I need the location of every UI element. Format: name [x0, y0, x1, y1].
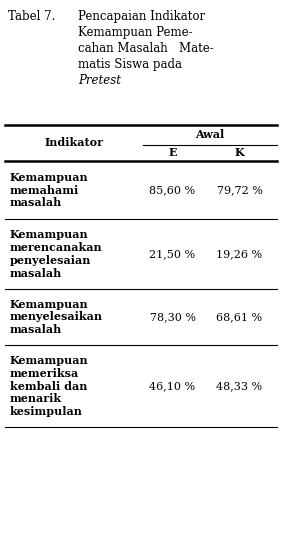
- Text: 46,10 %: 46,10 %: [149, 381, 195, 391]
- Text: K: K: [235, 148, 244, 159]
- Text: Kemampuan
menyelesaikan
masalah: Kemampuan menyelesaikan masalah: [10, 299, 103, 335]
- Text: Kemampuan Peme-: Kemampuan Peme-: [78, 26, 193, 39]
- Text: 48,33 %: 48,33 %: [217, 381, 263, 391]
- Text: Kemampuan
memahami
masalah: Kemampuan memahami masalah: [10, 172, 89, 208]
- Text: cahan Masalah   Mate-: cahan Masalah Mate-: [78, 42, 214, 55]
- Text: Kemampuan
memeriksa
kembali dan
menarik
kesimpulan: Kemampuan memeriksa kembali dan menarik …: [10, 355, 89, 417]
- Text: Pretest: Pretest: [78, 74, 121, 87]
- Text: Tabel 7.: Tabel 7.: [8, 10, 55, 23]
- Text: 78,30 %: 78,30 %: [149, 312, 195, 322]
- Text: matis Siswa pada: matis Siswa pada: [78, 58, 182, 71]
- Text: 21,50 %: 21,50 %: [149, 249, 195, 259]
- Text: 19,26 %: 19,26 %: [217, 249, 263, 259]
- Text: Indikator: Indikator: [45, 138, 103, 149]
- Text: 68,61 %: 68,61 %: [217, 312, 263, 322]
- Text: Awal: Awal: [195, 129, 225, 140]
- Text: 85,60 %: 85,60 %: [149, 185, 195, 195]
- Text: 79,72 %: 79,72 %: [217, 185, 263, 195]
- Text: E: E: [168, 148, 177, 159]
- Text: Kemampuan
merencanakan
penyelesaian
masalah: Kemampuan merencanakan penyelesaian masa…: [10, 229, 103, 278]
- Text: Pencapaian Indikator: Pencapaian Indikator: [78, 10, 205, 23]
